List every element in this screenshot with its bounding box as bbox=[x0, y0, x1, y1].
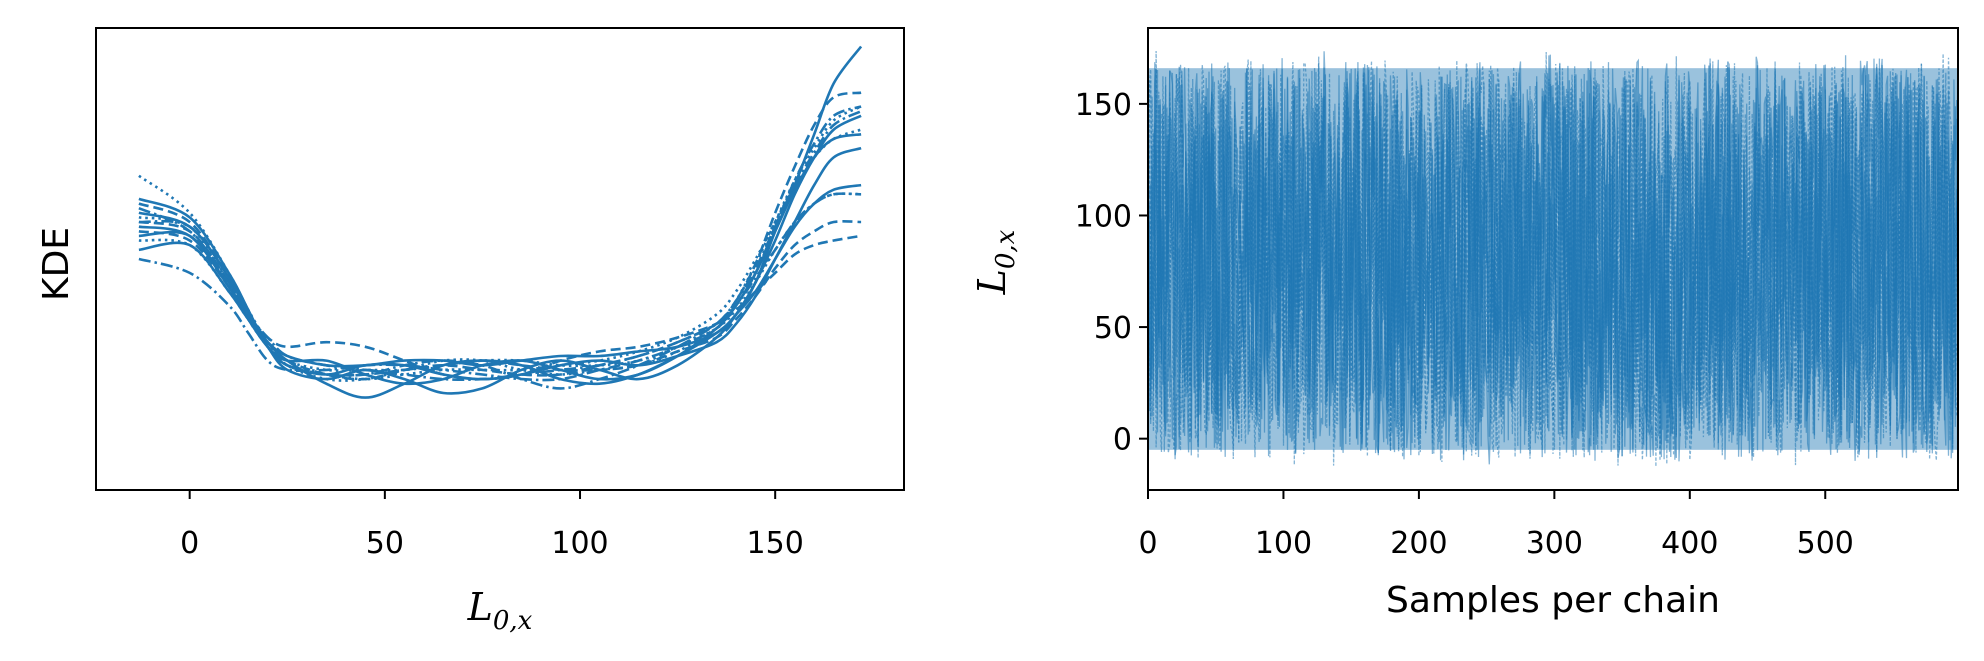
trace-x-tick-label: 300 bbox=[1526, 526, 1583, 561]
kde-series-line bbox=[138, 192, 862, 372]
trace-y-tick-label: 100 bbox=[1075, 199, 1132, 234]
kde-axes-frame bbox=[95, 27, 905, 491]
trace-x-tick-label: 0 bbox=[1138, 526, 1157, 561]
kde-lines bbox=[138, 45, 863, 399]
trace-y-tick-label: 0 bbox=[1113, 423, 1132, 458]
kde-x-tick-label: 50 bbox=[366, 526, 404, 561]
kde-series-line bbox=[138, 105, 862, 382]
kde-series-line bbox=[138, 114, 862, 395]
trace-x-tick-label: 100 bbox=[1255, 526, 1312, 561]
trace-chain-line bbox=[1148, 50, 1958, 466]
trace-y-axis-label: L0,x bbox=[970, 229, 1021, 295]
kde-series-line bbox=[138, 220, 862, 377]
trace-x-tick-label: 500 bbox=[1797, 526, 1854, 561]
trace-y-ticks: 0 50 100 150 bbox=[1075, 88, 1148, 458]
trace-y-tick-label: 50 bbox=[1094, 311, 1132, 346]
trace-x-axis-label: Samples per chain bbox=[1386, 580, 1720, 621]
kde-x-tick-label: 150 bbox=[747, 526, 804, 561]
trace-density-band bbox=[1148, 68, 1958, 450]
trace-chain-line bbox=[1148, 58, 1958, 459]
trace-lines bbox=[1148, 50, 1958, 467]
kde-series-line bbox=[138, 91, 862, 381]
kde-series-line bbox=[138, 192, 862, 381]
kde-series-line bbox=[138, 133, 862, 386]
trace-panel: 0 100 200 300 400 500 0 50 100 150 Samples per c… bbox=[970, 27, 1959, 621]
kde-x-axis-label: L0,x bbox=[467, 585, 533, 636]
trace-axes-frame bbox=[1147, 27, 1959, 491]
kde-x-tick-label: 0 bbox=[180, 526, 199, 561]
trace-y-tick-label: 150 bbox=[1075, 88, 1132, 123]
kde-series-line bbox=[138, 105, 862, 382]
kde-x-ticks: 0 50 100 150 bbox=[180, 490, 804, 561]
kde-x-tick-label: 100 bbox=[551, 526, 608, 561]
trace-x-tick-label: 400 bbox=[1661, 526, 1718, 561]
kde-series-line bbox=[138, 128, 862, 381]
trace-x-ticks: 0 100 200 300 400 500 bbox=[1138, 490, 1854, 561]
kde-series-line bbox=[138, 110, 862, 390]
kde-series-line bbox=[138, 45, 863, 399]
kde-y-axis-label: KDE bbox=[36, 227, 77, 301]
kde-panel: 0 50 100 150 KDE L0,x bbox=[36, 27, 905, 636]
trace-x-tick-label: 200 bbox=[1390, 526, 1447, 561]
